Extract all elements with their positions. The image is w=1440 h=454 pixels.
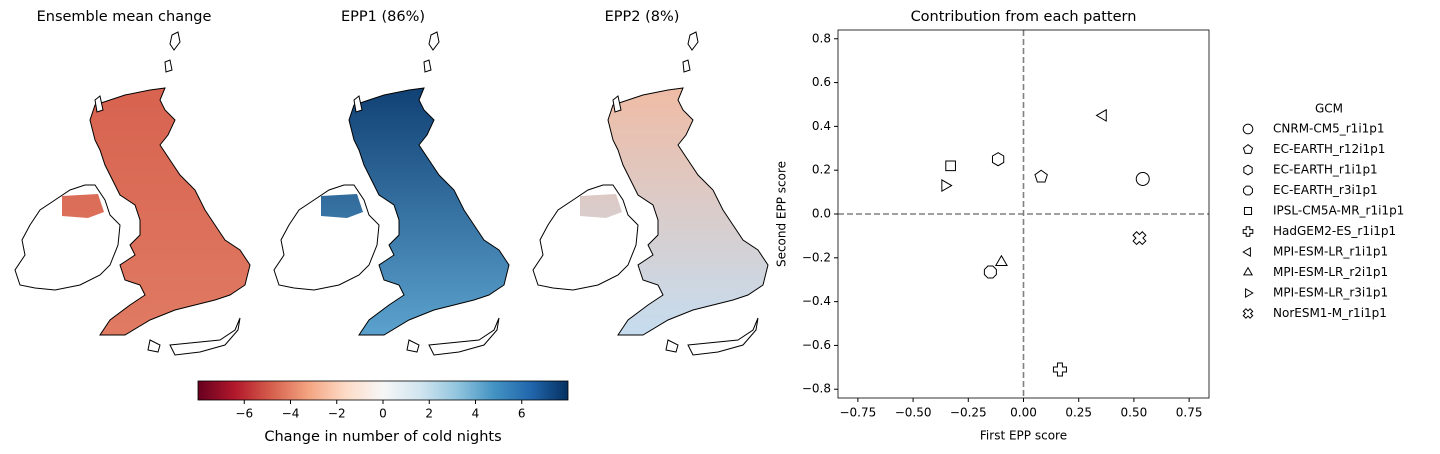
northern-ireland xyxy=(321,194,363,218)
island xyxy=(665,339,679,353)
legend-marker xyxy=(1242,226,1254,237)
x-tick-label: 0.75 xyxy=(1176,406,1203,420)
island xyxy=(428,317,500,356)
legend-marker xyxy=(1243,185,1253,196)
x-axis-label: First EPP score xyxy=(980,429,1067,443)
colorbar-tick-label: −4 xyxy=(282,407,300,421)
colorbar-tick-label: −6 xyxy=(235,407,253,421)
y-tick-label: 0.2 xyxy=(812,163,831,177)
map-title: EPP2 (8%) xyxy=(605,9,680,25)
y-axis-label: Second EPP score xyxy=(775,161,789,267)
colorbar-tick-label: −2 xyxy=(328,407,346,421)
y-tick-label: −0.6 xyxy=(802,338,831,352)
scatter-point xyxy=(1095,108,1107,122)
great-britain xyxy=(607,87,769,336)
x-tick-label: −0.25 xyxy=(950,406,987,420)
y-tick-label: 0.6 xyxy=(812,75,831,89)
y-tick-label: −0.2 xyxy=(802,250,831,264)
legend-label: MPI-ESM-LR_r1i1p1 xyxy=(1273,245,1388,259)
colorbar xyxy=(197,380,569,401)
island xyxy=(406,339,420,353)
scatter-point xyxy=(991,152,1005,167)
map-panel: Ensemble mean change xyxy=(14,9,251,356)
island xyxy=(687,317,759,356)
scatter-point xyxy=(994,254,1008,266)
legend-marker xyxy=(1243,164,1253,176)
x-tick-label: 0.25 xyxy=(1065,406,1092,420)
colorbar-tick-label: 4 xyxy=(472,407,480,421)
legend-label: NorESM1-M_r1i1p1 xyxy=(1273,306,1387,320)
map-title: EPP1 (86%) xyxy=(341,9,425,25)
legend-title: GCM xyxy=(1315,102,1343,116)
island xyxy=(94,95,104,113)
y-tick-label: −0.8 xyxy=(802,382,831,396)
legend-marker xyxy=(1242,308,1254,319)
legend-marker xyxy=(1243,206,1253,216)
scatter-point xyxy=(941,179,953,193)
scatter-point xyxy=(945,160,956,172)
great-britain xyxy=(89,87,251,336)
map-panel: EPP2 (8%) xyxy=(532,9,769,356)
northern-ireland xyxy=(580,194,622,218)
island xyxy=(169,31,181,51)
x-tick-label: −0.75 xyxy=(839,406,876,420)
scatter-point xyxy=(1052,362,1067,377)
legend-label: MPI-ESM-LR_r2i1p1 xyxy=(1273,265,1388,279)
island xyxy=(164,59,173,73)
colorbar-tick-label: 6 xyxy=(518,407,526,421)
island xyxy=(353,95,363,113)
northern-ireland xyxy=(62,194,104,218)
island xyxy=(682,59,691,73)
legend-label: EC-EARTH_r1i1p1 xyxy=(1273,163,1378,177)
scatter-point xyxy=(1034,169,1048,183)
colorbar-tick-label: 0 xyxy=(379,407,387,421)
colorbar-tick-label: 2 xyxy=(425,407,433,421)
island xyxy=(687,31,699,51)
x-tick-label: 0.00 xyxy=(1010,406,1037,420)
y-tick-label: 0.0 xyxy=(812,207,831,221)
chart-title: Contribution from each pattern xyxy=(911,9,1137,25)
plot-frame xyxy=(837,29,1210,399)
y-tick-label: 0.8 xyxy=(812,31,831,45)
map-panel: EPP1 (86%) xyxy=(273,9,510,356)
legend-marker xyxy=(1242,123,1254,135)
legend-label: CNRM-CM5_r1i1p1 xyxy=(1273,122,1385,136)
x-tick-label: 0.50 xyxy=(1121,406,1148,420)
island xyxy=(423,59,432,73)
map-title: Ensemble mean change xyxy=(37,9,212,25)
island xyxy=(147,339,161,353)
great-britain xyxy=(348,87,510,336)
island xyxy=(428,31,440,51)
island xyxy=(612,95,622,113)
colorbar-label: Change in number of cold nights xyxy=(264,429,501,445)
y-tick-label: 0.4 xyxy=(812,119,831,133)
legend-label: EC-EARTH_r12i1p1 xyxy=(1273,142,1385,156)
scatter-point xyxy=(1132,231,1147,246)
legend-marker xyxy=(1242,266,1254,276)
legend-label: EC-EARTH_r3i1p1 xyxy=(1273,183,1378,197)
legend-label: HadGEM2-ES_r1i1p1 xyxy=(1273,224,1396,238)
scatter-point xyxy=(983,265,997,279)
y-tick-label: −0.4 xyxy=(802,294,831,308)
legend-marker xyxy=(1242,246,1251,258)
island xyxy=(169,317,241,356)
legend-label: IPSL-CM5A-MR_r1i1p1 xyxy=(1273,204,1404,218)
legend-marker xyxy=(1242,144,1254,154)
x-tick-label: −0.50 xyxy=(895,406,932,420)
legend-marker xyxy=(1245,287,1254,299)
scatter-point xyxy=(1135,171,1150,186)
legend-label: MPI-ESM-LR_r3i1p1 xyxy=(1273,286,1388,300)
